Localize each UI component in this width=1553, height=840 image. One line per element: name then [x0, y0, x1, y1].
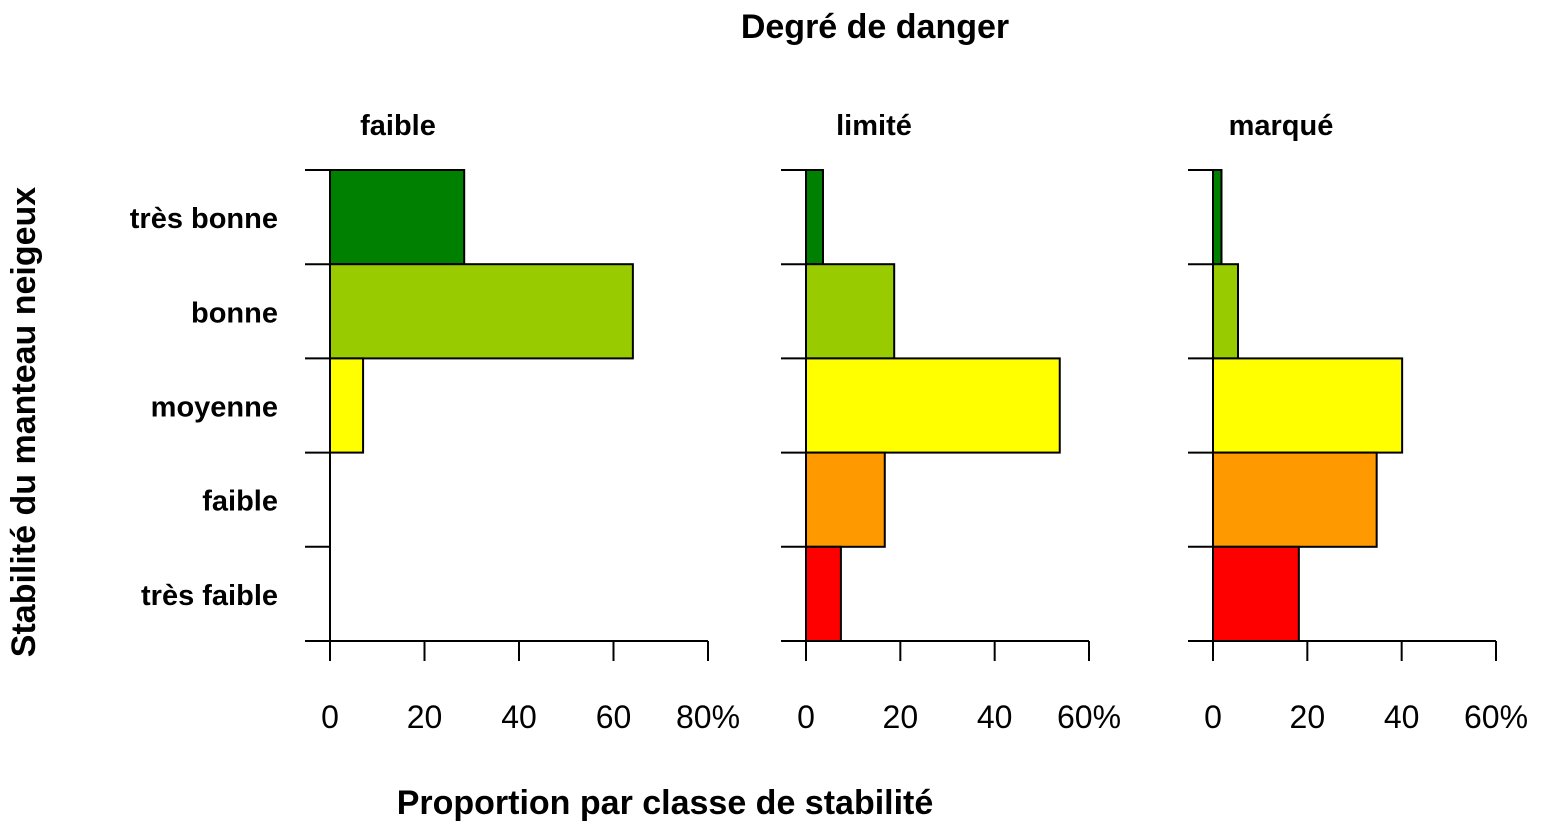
category-labels: très bonne bonne moyenne faible très faible — [130, 203, 278, 612]
bar — [1212, 451, 1378, 548]
bar — [329, 263, 634, 360]
x-tick-label: 40 — [501, 699, 537, 735]
x-tick-label: 20 — [883, 699, 919, 735]
y-axis-label: Stabilité du manteau neigeux — [5, 187, 43, 658]
bar — [1212, 545, 1300, 642]
panel-title: marqué — [1229, 110, 1334, 142]
x-tick-label: 40 — [977, 699, 1013, 735]
x-tick-label: 60% — [1057, 699, 1121, 735]
x-tick-label: 20 — [407, 699, 443, 735]
x-tick-label: 20 — [1290, 699, 1326, 735]
x-tick-label: 60 — [596, 699, 632, 735]
x-tick-label: 0 — [321, 699, 339, 735]
bar — [805, 451, 886, 548]
panels: faible 0 20 40 60 80% limité 0 20 40 60% marqué 0 20 4… — [305, 110, 1528, 735]
panel-2: marqué 0 20 40 60% — [1188, 110, 1528, 735]
category-label: très bonne — [130, 203, 278, 235]
x-tick-label: 60% — [1464, 699, 1528, 735]
x-tick-label: 80% — [676, 699, 740, 735]
category-label: moyenne — [151, 392, 278, 424]
panel-title: limité — [836, 110, 912, 142]
x-tick-label: 0 — [1204, 699, 1222, 735]
bar — [805, 263, 896, 360]
chart-title: Degré de danger — [741, 8, 1009, 46]
bar — [805, 545, 842, 642]
bar — [329, 357, 365, 454]
bar — [1212, 357, 1404, 454]
x-axis-label: Proportion par classe de stabilité — [397, 784, 934, 822]
bar — [805, 357, 1061, 454]
panel-title: faible — [360, 110, 436, 142]
bar — [1212, 169, 1223, 266]
panel-0: faible 0 20 40 60 80% — [305, 110, 740, 735]
bar — [805, 169, 824, 266]
x-tick-label: 40 — [1384, 699, 1420, 735]
bar — [329, 169, 466, 266]
bar — [1212, 263, 1239, 360]
category-label: bonne — [191, 297, 278, 329]
x-tick-label: 0 — [797, 699, 815, 735]
category-label: très faible — [141, 580, 278, 612]
panel-1: limité 0 20 40 60% — [781, 110, 1121, 735]
category-label: faible — [202, 486, 278, 518]
